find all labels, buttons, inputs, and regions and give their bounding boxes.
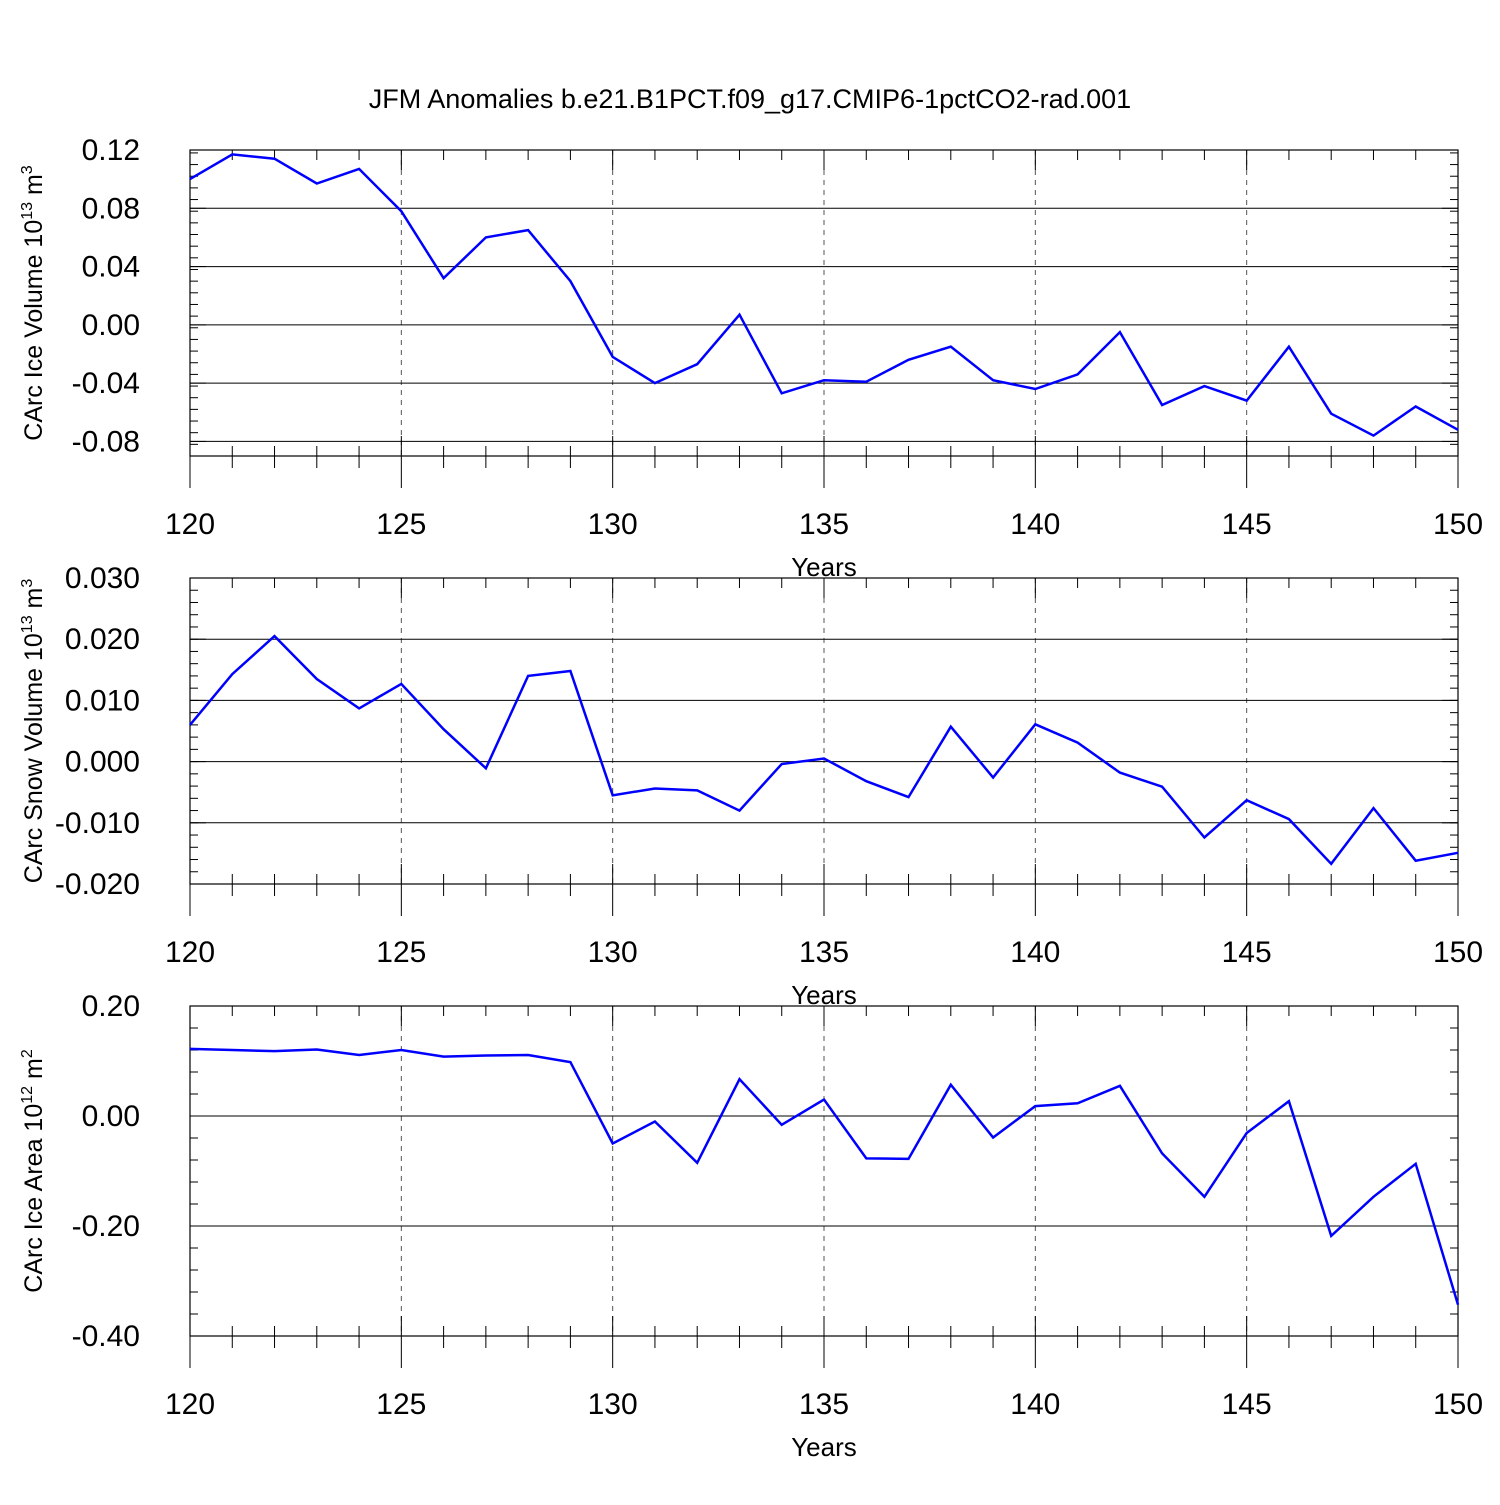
y-tick-label: 0.020 bbox=[65, 623, 140, 656]
x-tick-label: 120 bbox=[165, 508, 215, 541]
y-tick-label: 0.04 bbox=[82, 251, 140, 284]
x-tick-label: 130 bbox=[588, 936, 638, 969]
y-label-text: CArc Ice Volume 10 bbox=[20, 220, 48, 441]
y-tick-label: 0.000 bbox=[65, 746, 140, 779]
x-tick-label: 130 bbox=[588, 508, 638, 541]
y-label-unit: m bbox=[20, 1058, 48, 1086]
y-label-unit-exponent: 2 bbox=[19, 1049, 36, 1058]
y-tick-label: 0.010 bbox=[65, 684, 140, 717]
x-tick-label: 140 bbox=[1010, 936, 1060, 969]
y-tick-label: -0.010 bbox=[55, 807, 140, 840]
panel-1: -0.08 -0.04 0.00 0.04 0.08 0.12 120 125 130 135 14… bbox=[19, 134, 1483, 582]
x-tick-label: 125 bbox=[376, 1388, 426, 1421]
y-tick-label: -0.20 bbox=[72, 1210, 140, 1243]
y-tick-label: 0.00 bbox=[82, 309, 140, 342]
x-axis-label: Years bbox=[791, 1432, 857, 1462]
x-tick-label: 145 bbox=[1222, 936, 1272, 969]
x-tick-label: 125 bbox=[376, 936, 426, 969]
x-tick-label: 140 bbox=[1010, 1388, 1060, 1421]
figure-title: JFM Anomalies b.e21.B1PCT.f09_g17.CMIP6-… bbox=[0, 84, 1500, 115]
y-tick-label: -0.020 bbox=[55, 868, 140, 901]
x-tick-label: 150 bbox=[1433, 508, 1483, 541]
y-tick-label: -0.40 bbox=[72, 1320, 140, 1353]
x-tick-label: 125 bbox=[376, 508, 426, 541]
y-label-unit-exponent: 3 bbox=[19, 165, 36, 174]
y-label-unit-exponent: 3 bbox=[19, 579, 36, 588]
y-label-unit: m bbox=[20, 174, 48, 202]
x-tick-label: 145 bbox=[1222, 508, 1272, 541]
panel-2: -0.020 -0.010 0.000 0.010 0.020 0.030 120 125 13… bbox=[19, 562, 1483, 1010]
x-tick-label: 130 bbox=[588, 1388, 638, 1421]
x-tick-label: 150 bbox=[1433, 936, 1483, 969]
y-label-unit: m bbox=[20, 588, 48, 616]
y-label-exponent: 13 bbox=[19, 615, 36, 633]
x-tick-label: 150 bbox=[1433, 1388, 1483, 1421]
panel-3: -0.40 -0.20 0.00 0.20 120 125 130 135 140 145 150 Y… bbox=[19, 990, 1483, 1462]
x-tick-label: 145 bbox=[1222, 1388, 1272, 1421]
y-axis-label: CArc Ice Volume 1013 m3 bbox=[19, 165, 48, 441]
y-tick-label: 0.030 bbox=[65, 562, 140, 595]
y-axis-label: CArc Ice Area 1012 m2 bbox=[19, 1049, 48, 1293]
y-axis-label: CArc Snow Volume 1013 m3 bbox=[19, 579, 48, 884]
x-tick-label: 140 bbox=[1010, 508, 1060, 541]
y-label-text: CArc Snow Volume 10 bbox=[20, 633, 48, 883]
y-tick-label: 0.20 bbox=[82, 990, 140, 1023]
y-label-exponent: 12 bbox=[19, 1086, 36, 1104]
x-tick-label: 120 bbox=[165, 1388, 215, 1421]
y-label-exponent: 13 bbox=[19, 202, 36, 220]
y-tick-label: 0.12 bbox=[82, 134, 140, 167]
y-tick-label: -0.08 bbox=[72, 425, 140, 458]
y-tick-label: -0.04 bbox=[72, 367, 140, 400]
x-tick-label: 135 bbox=[799, 508, 849, 541]
x-tick-label: 120 bbox=[165, 936, 215, 969]
y-tick-label: 0.00 bbox=[82, 1100, 140, 1133]
y-tick-label: 0.08 bbox=[82, 192, 140, 225]
x-tick-label: 135 bbox=[799, 1388, 849, 1421]
y-label-text: CArc Ice Area 10 bbox=[20, 1104, 48, 1293]
x-tick-label: 135 bbox=[799, 936, 849, 969]
